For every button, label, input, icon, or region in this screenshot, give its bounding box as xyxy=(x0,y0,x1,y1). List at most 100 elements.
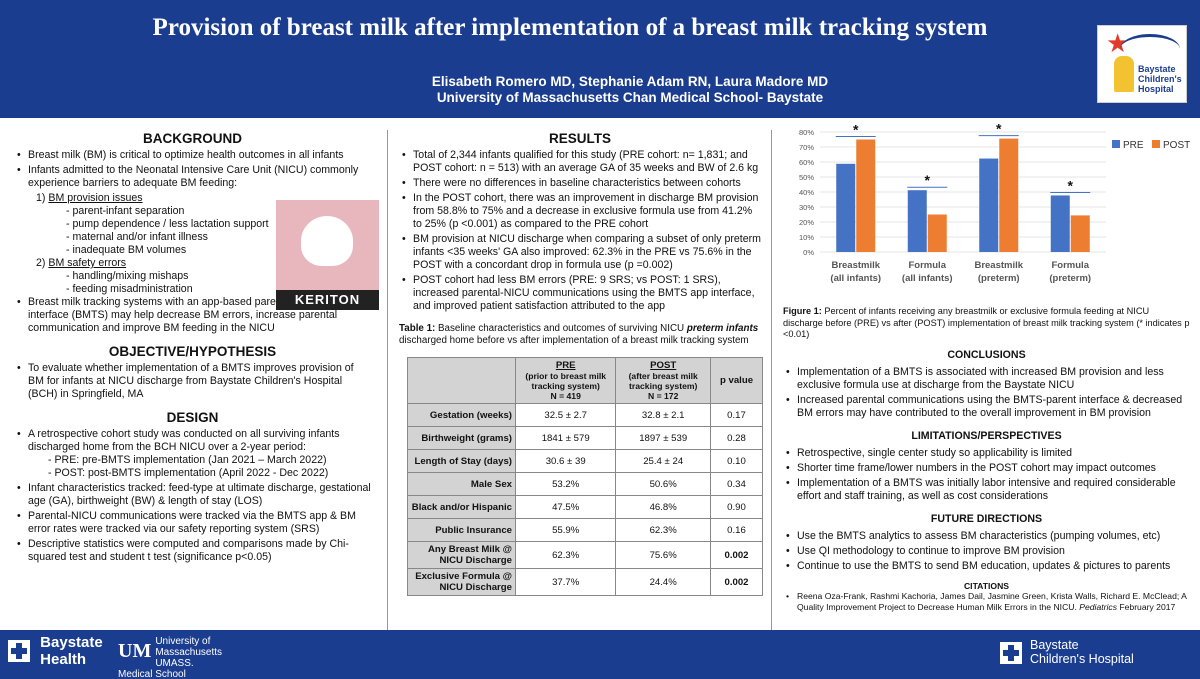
post-value: 25.4 ± 24 xyxy=(615,449,711,473)
baseline-table: PRE (prior to breast milk tracking system… xyxy=(407,357,763,596)
significance-marker: * xyxy=(996,121,1002,137)
y-tick-label: 50% xyxy=(799,173,814,182)
sub-item: - maternal and/or infant illness xyxy=(66,231,208,243)
legend-swatch xyxy=(1112,140,1120,148)
sub-list: - handling/mixing mishaps - feeding misa… xyxy=(36,270,284,296)
column-divider xyxy=(771,130,772,630)
bar-pre xyxy=(836,163,856,252)
list-item: Implementation of a BMTS was initially l… xyxy=(783,477,1190,503)
header-text: N = 172 xyxy=(648,391,679,401)
row-label: Black and/or Hispanic xyxy=(407,495,516,519)
logo-arc xyxy=(1120,34,1180,64)
p-value: 0.17 xyxy=(710,403,763,427)
list-item: Retrospective, single center study so ap… xyxy=(783,447,1190,460)
background-list: Breast milk (BM) is critical to optimize… xyxy=(14,149,371,190)
left-column: BACKGROUND Breast milk (BM) is critical … xyxy=(0,118,385,566)
x-tick-label: Breastmilk xyxy=(831,260,880,271)
table-row: Length of Stay (days) 30.6 ± 39 25.4 ± 24 0… xyxy=(407,449,763,473)
logo-text-line: Baystate xyxy=(1138,64,1176,74)
baystate-health-logo: Baystate Health xyxy=(8,634,103,668)
keriton-logo: KERITON xyxy=(276,200,379,310)
citation-text: Reena Oza-Frank, Rashmi Kachoria, James … xyxy=(797,591,1187,612)
list-item: POST cohort had less BM errors (PRE: 9 S… xyxy=(399,274,761,313)
significance-marker: * xyxy=(853,122,859,138)
y-tick-label: 30% xyxy=(799,203,814,212)
bar-chart: 0% 10% 20% 30% 40% 50% 60% 70% 80% * Breastmilk (al… xyxy=(799,121,1190,284)
umass-mark: UM xyxy=(118,640,152,662)
table-row: Gestation (weeks) 32.5 ± 2.7 32.8 ± 2.1 0.1… xyxy=(407,403,763,427)
baystate-childrens-logo: ★ Baystate Children's Hospital xyxy=(1097,25,1187,103)
pre-value: 55.9% xyxy=(514,518,617,542)
list-item: 1) BM provision issues xyxy=(36,192,284,205)
table-caption-text: discharged home before vs after implemen… xyxy=(399,335,749,346)
results-heading: RESULTS xyxy=(548,131,611,146)
citations-heading: CITATIONS xyxy=(963,580,1010,591)
list-item-text: A retrospective cohort study was conduct… xyxy=(28,428,340,453)
y-tick-label: 60% xyxy=(799,158,814,167)
p-value: 0.90 xyxy=(710,495,763,519)
affiliation: University of Massachusetts Chan Medical… xyxy=(436,90,824,105)
bar-pre xyxy=(979,158,999,252)
objective-list: To evaluate whether implementation of a … xyxy=(14,362,371,401)
significance-marker: * xyxy=(925,172,931,188)
header-text: (after breast milk tracking system) xyxy=(628,371,698,391)
future-list: Use the BMTS analytics to assess BM char… xyxy=(783,530,1190,573)
table-row: Any Breast Milk @ NICU Discharge 62.3% 75.… xyxy=(407,541,763,569)
bar-post xyxy=(856,139,876,252)
y-tick-label: 10% xyxy=(799,233,814,242)
background-heading: BACKGROUND xyxy=(143,131,242,146)
list-item: Parental-NICU communications were tracke… xyxy=(14,510,371,536)
list-item: Total of 2,344 infants qualified for thi… xyxy=(399,149,761,175)
middle-column: RESULTS Total of 2,344 infants qualified… xyxy=(389,118,769,596)
logo-text: Baystate Health xyxy=(40,634,103,668)
pre-value: 47.5% xyxy=(514,495,617,519)
list-item: Use the BMTS analytics to assess BM char… xyxy=(783,530,1190,543)
table-caption-text: Baseline characteristics and outcomes of… xyxy=(435,323,687,334)
umass-logo: UM University of Massachusetts UMASS. Me… xyxy=(118,636,227,679)
post-value: 50.6% xyxy=(615,472,711,496)
design-heading: DESIGN xyxy=(166,410,219,425)
x-tick-label: (preterm) xyxy=(978,273,1020,284)
limitations-heading: LIMITATIONS/PERSPECTIVES xyxy=(911,429,1062,442)
logo-text-line: Health xyxy=(40,651,87,668)
row-label: Exclusive Formula @ NICU Discharge xyxy=(407,568,516,596)
post-value: 1897 ± 539 xyxy=(615,426,711,450)
logo-text-line: University of xyxy=(155,636,211,647)
x-tick-label: Formula xyxy=(1052,260,1090,271)
logo-text-line: Baystate xyxy=(1030,638,1079,652)
citations: CITATIONS Reena Oza-Frank, Rashmi Kachor… xyxy=(783,581,1190,613)
conclusions-list: Implementation of a BMTS is associated w… xyxy=(783,366,1190,420)
keriton-label: KERITON xyxy=(276,290,379,310)
cross-icon xyxy=(1000,642,1022,664)
p-value: 0.28 xyxy=(710,426,763,450)
table-header-row: PRE (prior to breast milk tracking system… xyxy=(407,357,763,404)
header-text: PRE xyxy=(555,360,576,371)
logo-text: Baystate Children's Hospital xyxy=(1138,64,1188,94)
y-tick-label: 40% xyxy=(799,188,814,197)
header-text: (prior to breast milk tracking system) xyxy=(525,371,607,391)
column-divider xyxy=(387,130,388,630)
elephant-image xyxy=(276,200,379,290)
post-value: 24.4% xyxy=(615,568,711,596)
sub-item: - handling/mixing mishaps xyxy=(66,270,189,282)
x-tick-label: Formula xyxy=(909,260,947,271)
y-tick-label: 20% xyxy=(799,218,814,227)
limitations-list: Retrospective, single center study so ap… xyxy=(783,447,1190,503)
item-label: BM safety errors xyxy=(48,257,127,269)
table-header-p: p value xyxy=(710,357,763,404)
x-tick-label: Breastmilk xyxy=(974,260,1023,271)
post-value: 46.8% xyxy=(615,495,711,519)
logo-text-line: Massachusetts xyxy=(155,647,223,658)
y-tick-label: 70% xyxy=(799,143,814,152)
citation-item: Reena Oza-Frank, Rashmi Kachoria, James … xyxy=(783,591,1190,612)
figure-caption-label: Figure 1: xyxy=(783,306,822,316)
bar-post xyxy=(927,214,947,252)
table-caption-label: Table 1: xyxy=(399,323,436,334)
p-value: 0.34 xyxy=(710,472,763,496)
item-number: 1) xyxy=(36,192,46,204)
figure-caption-text: Percent of infants receiving any breastm… xyxy=(783,306,1190,339)
pre-value: 1841 ± 579 xyxy=(514,426,617,450)
significance-marker: * xyxy=(1068,177,1074,193)
item-number: 2) xyxy=(36,257,46,269)
sub-item: - PRE: pre-BMTS implementation (Jan 2021… xyxy=(48,454,327,466)
